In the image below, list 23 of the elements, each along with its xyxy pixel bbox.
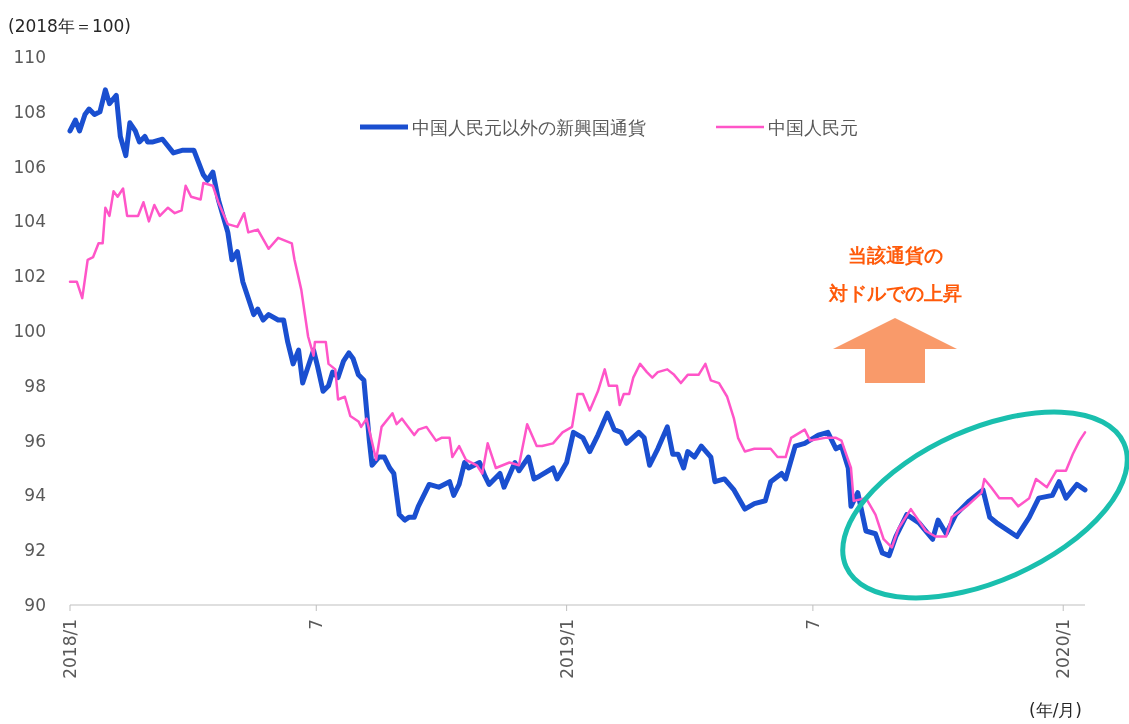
y-tick-label: 102 bbox=[13, 266, 46, 287]
y-tick-label: 108 bbox=[13, 101, 46, 122]
y-tick-label: 100 bbox=[13, 321, 46, 341]
legend-label: 中国人民元 bbox=[768, 117, 858, 138]
annotation: 対ドルでの上昇 bbox=[827, 282, 962, 304]
y-tick-label: 98 bbox=[24, 375, 46, 396]
x-tick-label: 7 bbox=[802, 619, 823, 630]
line-series bbox=[68, 181, 1087, 549]
y-tick-label: 104 bbox=[13, 211, 46, 232]
x-tick-label: 2019/1 bbox=[556, 619, 577, 679]
annotation: 当該通貨の bbox=[847, 244, 943, 266]
y-tick-label: 96 bbox=[24, 430, 46, 451]
legend-label: 中国人民元以外の新興国通貨 bbox=[412, 117, 646, 138]
y-tick-label: 110 bbox=[13, 47, 46, 67]
y-tick-label: 92 bbox=[24, 540, 46, 561]
y-tick-label: 106 bbox=[13, 156, 46, 177]
x-tick-label: 2020/1 bbox=[1053, 619, 1074, 679]
x-tick-label: 7 bbox=[306, 619, 327, 630]
y-tick-label: 90 bbox=[24, 595, 46, 615]
y-tick-label: 94 bbox=[24, 485, 46, 506]
x-tick-label: 2018/1 bbox=[60, 619, 80, 679]
x-axis-title: (年/月) bbox=[1029, 700, 1082, 720]
y-axis-title: (2018年＝100) bbox=[8, 16, 131, 36]
